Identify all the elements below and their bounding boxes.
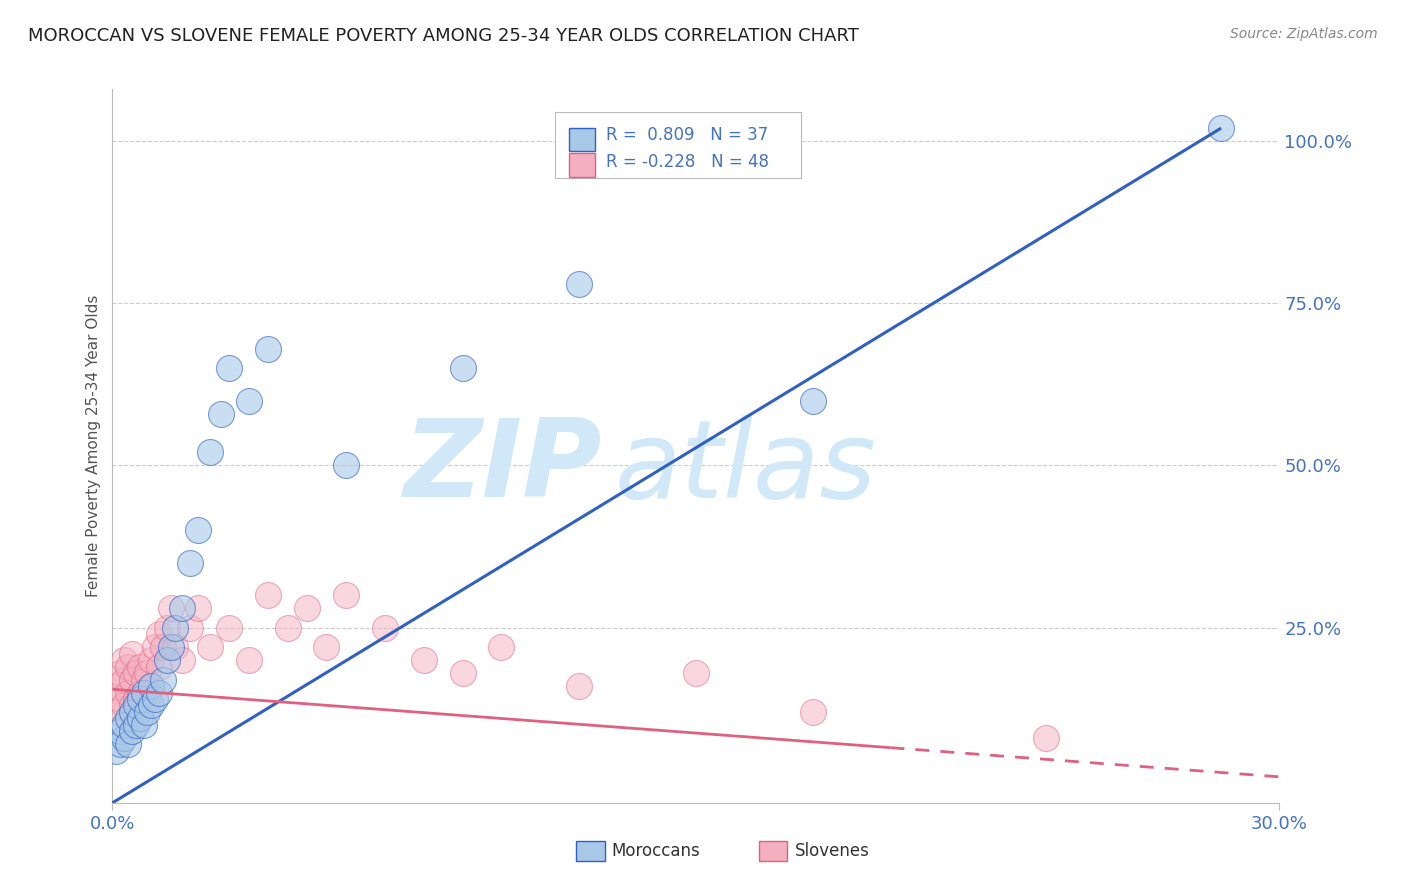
Point — [198, 445, 221, 459]
Point — [160, 601, 183, 615]
Text: atlas: atlas — [614, 415, 876, 520]
Point — [172, 601, 194, 615]
Point — [125, 692, 148, 706]
Point — [112, 698, 135, 713]
Point — [187, 524, 209, 538]
Point — [238, 393, 260, 408]
Point — [315, 640, 337, 654]
Point — [148, 659, 170, 673]
Point — [187, 601, 209, 615]
Y-axis label: Female Poverty Among 25-34 Year Olds: Female Poverty Among 25-34 Year Olds — [86, 295, 101, 597]
Point — [128, 685, 150, 699]
Point — [152, 673, 174, 687]
Point — [801, 393, 824, 408]
Text: R =  0.809   N = 37: R = 0.809 N = 37 — [606, 126, 768, 144]
Point — [238, 653, 260, 667]
Point — [141, 679, 163, 693]
Point — [218, 361, 240, 376]
Point — [172, 653, 194, 667]
Point — [121, 705, 143, 719]
Point — [141, 679, 163, 693]
Point — [117, 659, 139, 673]
Point — [110, 738, 132, 752]
Point — [128, 659, 150, 673]
Point — [128, 692, 150, 706]
Point — [132, 698, 155, 713]
Point — [152, 640, 174, 654]
Point — [132, 718, 155, 732]
Point — [1035, 731, 1057, 745]
Text: ZIP: ZIP — [405, 415, 603, 520]
Point — [125, 718, 148, 732]
Point — [141, 698, 163, 713]
Point — [125, 666, 148, 681]
Point — [156, 653, 179, 667]
Point — [143, 692, 166, 706]
Text: Source: ZipAtlas.com: Source: ZipAtlas.com — [1230, 27, 1378, 41]
Point — [132, 673, 155, 687]
Point — [121, 673, 143, 687]
Point — [117, 738, 139, 752]
Point — [801, 705, 824, 719]
Point — [105, 744, 128, 758]
Point — [163, 640, 186, 654]
Point — [218, 621, 240, 635]
Point — [121, 698, 143, 713]
Point — [148, 685, 170, 699]
Text: MOROCCAN VS SLOVENE FEMALE POVERTY AMONG 25-34 YEAR OLDS CORRELATION CHART: MOROCCAN VS SLOVENE FEMALE POVERTY AMONG… — [28, 27, 859, 45]
Point — [112, 718, 135, 732]
Point — [110, 666, 132, 681]
Point — [335, 588, 357, 602]
Point — [179, 556, 201, 570]
Point — [105, 705, 128, 719]
Point — [112, 653, 135, 667]
Point — [276, 621, 298, 635]
Point — [125, 698, 148, 713]
Point — [685, 666, 707, 681]
Point — [160, 640, 183, 654]
Point — [128, 711, 150, 725]
Point — [105, 679, 128, 693]
Point — [412, 653, 434, 667]
Point — [257, 588, 280, 602]
Point — [136, 666, 159, 681]
Text: R = -0.228   N = 48: R = -0.228 N = 48 — [606, 153, 769, 170]
Point — [209, 407, 232, 421]
Point — [112, 731, 135, 745]
Point — [451, 361, 474, 376]
Point — [1209, 121, 1232, 136]
Point — [141, 653, 163, 667]
Text: Moroccans: Moroccans — [612, 842, 700, 860]
Point — [112, 673, 135, 687]
Point — [335, 458, 357, 473]
Point — [121, 647, 143, 661]
Point — [374, 621, 396, 635]
Text: Slovenes: Slovenes — [794, 842, 869, 860]
Point — [163, 621, 186, 635]
Point — [143, 640, 166, 654]
Point — [568, 679, 591, 693]
Point — [136, 705, 159, 719]
Point — [110, 692, 132, 706]
Point — [148, 627, 170, 641]
Point — [117, 711, 139, 725]
Point — [117, 685, 139, 699]
Point — [110, 724, 132, 739]
Point — [257, 342, 280, 356]
Point — [136, 692, 159, 706]
Point — [121, 724, 143, 739]
Point — [491, 640, 513, 654]
Point — [451, 666, 474, 681]
Point — [179, 621, 201, 635]
Point — [568, 277, 591, 291]
Point — [198, 640, 221, 654]
Point — [295, 601, 318, 615]
Point — [132, 685, 155, 699]
Point — [156, 621, 179, 635]
